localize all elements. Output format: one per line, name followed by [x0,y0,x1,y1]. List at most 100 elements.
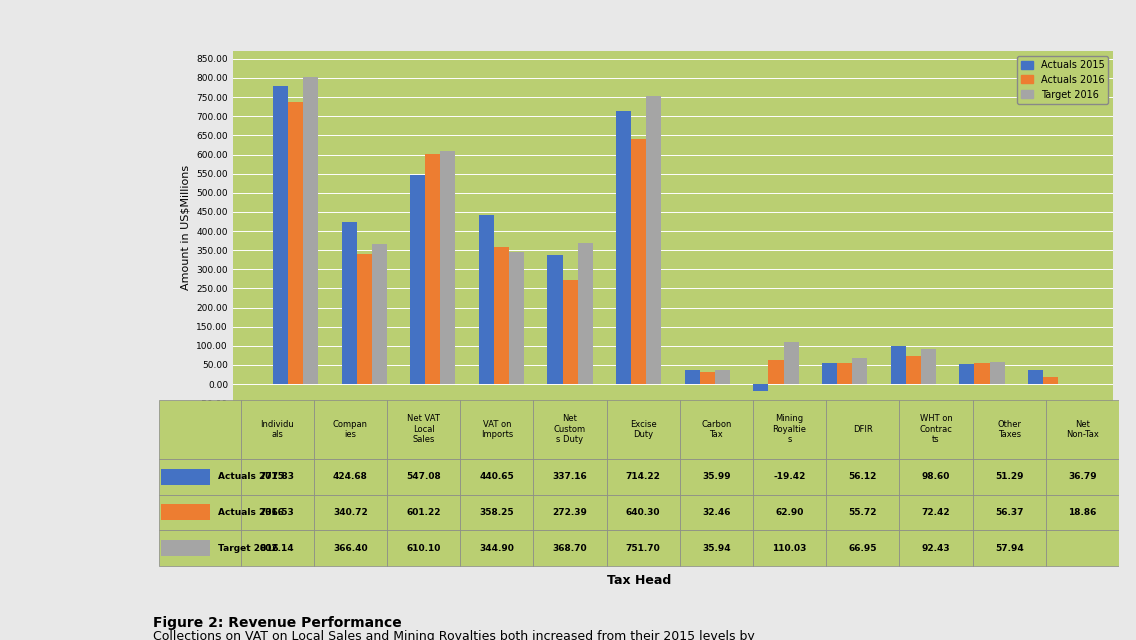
Bar [314,459,387,495]
Text: Mining
Royaltie
s: Mining Royaltie s [772,415,807,444]
Bar [768,360,784,384]
Bar [460,400,534,459]
Bar [342,221,357,384]
Bar [822,363,837,384]
Text: DFIR: DFIR [853,425,872,434]
Bar [900,400,972,459]
Bar [826,459,900,495]
Text: 92.43: 92.43 [921,544,951,553]
Bar [837,363,852,384]
Bar [679,400,753,459]
Bar [959,364,975,384]
Text: 57.94: 57.94 [995,544,1024,553]
Y-axis label: Amount in US$Millions: Amount in US$Millions [181,164,191,290]
Bar [1046,459,1119,495]
Bar [852,358,868,384]
Bar [387,531,460,566]
Bar [616,111,632,384]
Text: 110.03: 110.03 [772,544,807,553]
Bar [387,495,460,531]
Bar [715,371,730,384]
Bar [387,400,460,459]
Bar [685,371,700,384]
Text: 36.79: 36.79 [1068,472,1096,481]
Text: 802.14: 802.14 [260,544,294,553]
Bar [972,459,1046,495]
Bar [161,504,210,520]
Bar [900,495,972,531]
Bar [753,531,826,566]
Bar [646,97,661,384]
Bar [1028,370,1043,384]
Bar [273,86,289,384]
Text: 62.90: 62.90 [776,508,804,517]
Text: Actuals 2016: Actuals 2016 [218,508,284,517]
Bar [371,244,387,384]
Bar [478,216,494,384]
Bar [972,531,1046,566]
Bar [578,243,593,384]
Bar [159,400,241,459]
Text: 440.65: 440.65 [479,472,515,481]
Text: 610.10: 610.10 [407,544,441,553]
Bar [441,150,456,384]
Text: Tax Head: Tax Head [607,574,671,587]
Bar [534,531,607,566]
Bar [509,252,524,384]
Text: 35.94: 35.94 [702,544,730,553]
Bar [289,102,303,384]
Text: Target 2016: Target 2016 [218,544,279,553]
Bar [921,349,936,384]
Text: 18.86: 18.86 [1068,508,1096,517]
Text: 337.16: 337.16 [552,472,587,481]
Text: Collections on VAT on Local Sales and Mining Royalties both increased from their: Collections on VAT on Local Sales and Mi… [153,630,755,640]
Bar [700,372,715,384]
Text: 56.12: 56.12 [849,472,877,481]
Text: VAT on
Imports: VAT on Imports [481,420,513,439]
Bar [241,531,314,566]
Bar [607,531,679,566]
Bar [460,495,534,531]
Text: 66.95: 66.95 [849,544,877,553]
Text: 601.22: 601.22 [407,508,441,517]
Bar [460,459,534,495]
Bar [1046,531,1119,566]
Bar [534,459,607,495]
Bar [562,280,578,384]
Text: 714.22: 714.22 [626,472,661,481]
Text: 72.42: 72.42 [921,508,951,517]
Text: -19.42: -19.42 [774,472,805,481]
Bar [241,495,314,531]
Text: Carbon
Tax: Carbon Tax [701,420,732,439]
Bar [900,459,972,495]
Bar [607,495,679,531]
Text: Net
Custom
s Duty: Net Custom s Duty [554,415,586,444]
Bar [159,495,241,531]
Bar [1046,495,1119,531]
Bar [679,459,753,495]
Bar [753,495,826,531]
Bar [241,400,314,459]
Bar [534,400,607,459]
Bar [410,175,425,384]
Bar [989,362,1004,384]
Bar [494,247,509,384]
Bar [632,139,646,384]
Text: 366.40: 366.40 [333,544,368,553]
Bar [159,459,241,495]
Text: Net
Non-Tax: Net Non-Tax [1066,420,1099,439]
Text: Net VAT
Local
Sales: Net VAT Local Sales [407,415,440,444]
Bar [784,342,799,384]
Text: 32.46: 32.46 [702,508,730,517]
Bar [161,540,210,556]
Bar [357,253,371,384]
Bar [826,531,900,566]
Text: 98.60: 98.60 [921,472,950,481]
Bar [753,400,826,459]
Bar [241,459,314,495]
Text: Compan
ies: Compan ies [333,420,368,439]
Text: 640.30: 640.30 [626,508,660,517]
Text: Actuals 2015: Actuals 2015 [218,472,284,481]
Text: 358.25: 358.25 [479,508,515,517]
Legend: Actuals 2015, Actuals 2016, Target 2016: Actuals 2015, Actuals 2016, Target 2016 [1018,56,1109,104]
